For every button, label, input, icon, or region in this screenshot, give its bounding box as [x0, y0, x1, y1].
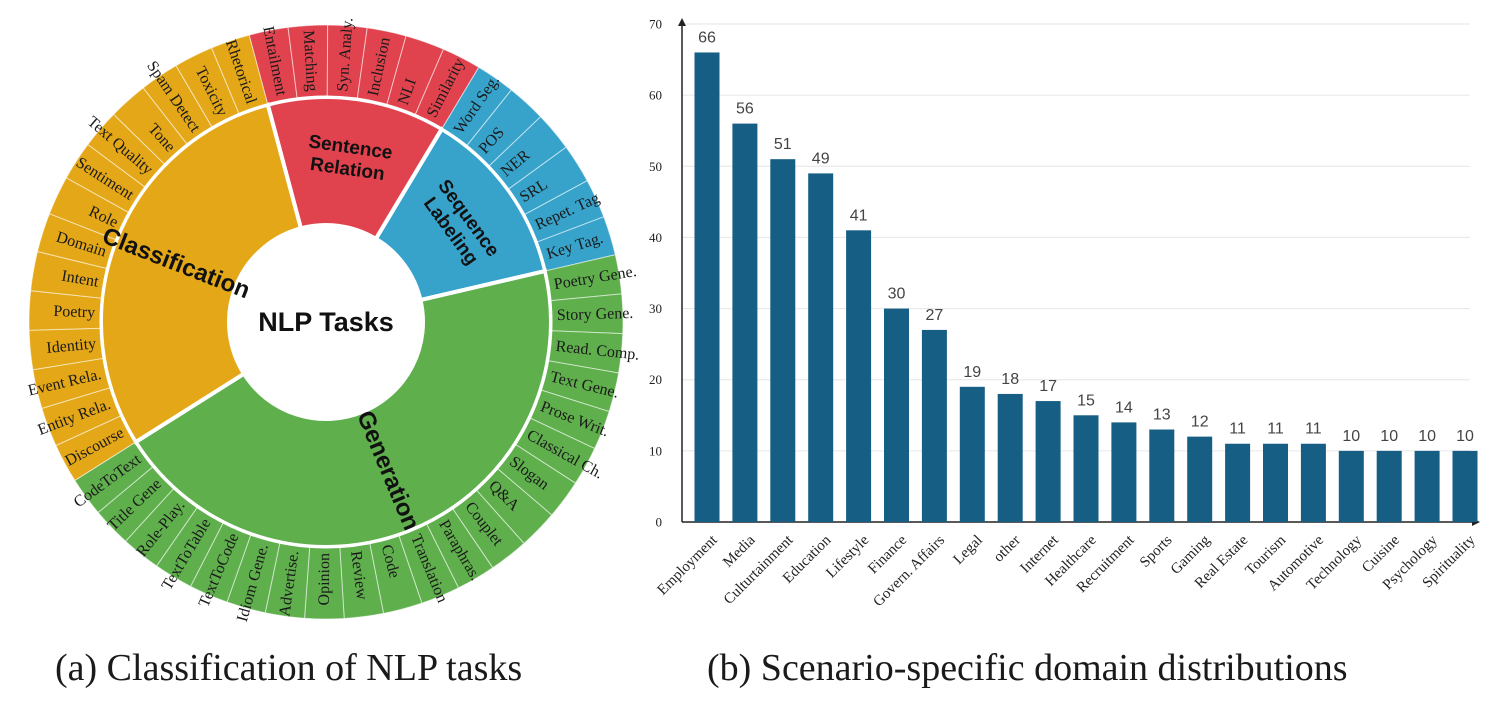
leaf-label: Poetry — [53, 303, 95, 322]
y-tick-label: 50 — [649, 159, 662, 174]
bar-value-label: 10 — [1342, 428, 1360, 445]
x-tick-label: Legal — [950, 532, 985, 567]
bar-other — [997, 393, 1023, 522]
bar-spirituality — [1452, 450, 1478, 522]
bar-value-label: 66 — [698, 29, 716, 46]
bar-value-label: 11 — [1267, 421, 1284, 438]
bar-value-label: 27 — [926, 307, 944, 324]
bar-healthcare — [1073, 415, 1099, 522]
bar-real-estate — [1225, 443, 1251, 522]
center-hole — [229, 225, 423, 419]
bar-value-label: 51 — [774, 136, 792, 153]
x-tick-label: Lifestyle — [823, 532, 872, 581]
bar-internet — [1035, 401, 1061, 522]
bar-education — [808, 173, 834, 522]
bar-psychology — [1414, 450, 1440, 522]
bar-value-label: 56 — [736, 101, 754, 118]
leaf-label: Opinion — [316, 553, 333, 606]
domain-bar-chart: 01020304050607066Employment56Media51Cult… — [649, 17, 1480, 610]
ring-separator — [99, 95, 553, 549]
leaf-label: Matching — [300, 30, 321, 92]
bar-cuisine — [1376, 450, 1402, 522]
bar-value-label: 30 — [888, 286, 906, 303]
leaf-label: Syn. Analy. — [334, 17, 356, 92]
bar-finance — [884, 308, 909, 522]
leaf-label: Review — [347, 550, 370, 601]
bar-culturtainment — [770, 159, 796, 522]
bar-value-label: 14 — [1115, 399, 1133, 416]
y-tick-label: 30 — [649, 301, 662, 316]
bar-lifestyle — [846, 230, 872, 523]
bar-govern-affairs — [921, 329, 947, 522]
bar-value-label: 11 — [1229, 421, 1246, 438]
bar-tourism — [1263, 443, 1288, 522]
bar-value-label: 15 — [1077, 392, 1095, 409]
leaf-label: Story Gene. — [557, 305, 634, 324]
bar-recruitment — [1111, 422, 1137, 522]
bar-value-label: 10 — [1456, 428, 1474, 445]
bar-employment — [694, 52, 720, 522]
center-label: NLP Tasks — [258, 307, 394, 337]
x-tick-label: other — [991, 532, 1024, 565]
x-tick-label: Employment — [655, 532, 722, 599]
bar-automotive — [1300, 443, 1326, 522]
bar-value-label: 13 — [1153, 407, 1171, 424]
y-tick-label: 0 — [656, 515, 663, 530]
bar-value-label: 49 — [812, 150, 830, 167]
bar-technology — [1338, 450, 1364, 522]
leaf-label: Identity — [46, 335, 97, 357]
y-tick-label: 20 — [649, 372, 662, 387]
bar-value-label: 18 — [1001, 371, 1019, 388]
y-tick-label: 40 — [649, 230, 662, 245]
bar-gaming — [1187, 436, 1213, 522]
bar-value-label: 10 — [1418, 428, 1436, 445]
bar-value-label: 10 — [1380, 428, 1398, 445]
bar-legal — [959, 386, 985, 522]
caption-a: (a) Classification of NLP tasks — [55, 647, 523, 689]
bar-value-label: 11 — [1305, 421, 1322, 438]
y-axis-arrow — [678, 18, 686, 26]
y-tick-label: 60 — [649, 88, 662, 103]
bar-value-label: 12 — [1191, 414, 1209, 431]
y-tick-label: 70 — [649, 17, 662, 32]
bar-value-label: 41 — [850, 207, 868, 224]
bar-sports — [1149, 429, 1175, 522]
bar-value-label: 17 — [1039, 378, 1057, 395]
bar-value-label: 19 — [963, 364, 981, 381]
leaf-label: Intent — [60, 268, 100, 291]
bar-media — [732, 123, 758, 522]
nlp-tasks-sunburst: Entailment Matching Syn. Analy. Inclusion NL… — [26, 17, 640, 624]
y-tick-label: 10 — [649, 443, 662, 458]
caption-b: (b) Scenario-specific domain distributio… — [707, 647, 1348, 689]
